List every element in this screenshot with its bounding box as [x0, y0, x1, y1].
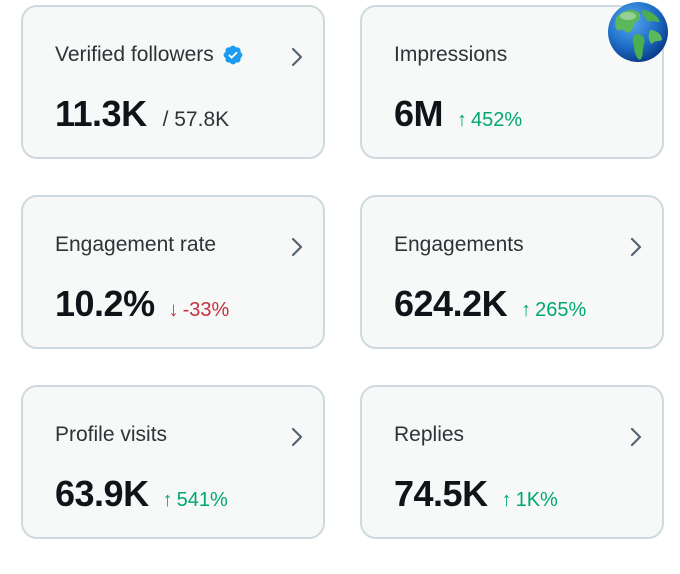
- card-title-text: Verified followers: [55, 43, 214, 66]
- metric-delta-value: 1K%: [515, 489, 558, 511]
- card-title-text: Impressions: [394, 43, 508, 66]
- metric-value-row: 74.5K ↑ 1K%: [394, 473, 558, 515]
- metric-delta-value: 265%: [535, 299, 587, 321]
- metric-value: 63.9K: [55, 473, 149, 514]
- metric-total: / 57.8K: [162, 108, 230, 131]
- card-title: Impressions: [394, 43, 507, 67]
- metric-card-verified-followers[interactable]: Verified followers 11.3K / 57.8K: [21, 5, 325, 159]
- chevron-right-icon[interactable]: [628, 425, 644, 449]
- card-title: Engagements: [394, 233, 524, 257]
- chevron-right-icon[interactable]: [289, 45, 305, 69]
- card-title: Replies: [394, 423, 464, 447]
- card-title-text: Engagements: [394, 233, 524, 256]
- metric-card-replies[interactable]: Replies 74.5K ↑ 1K%: [360, 385, 664, 539]
- metric-delta: ↑ 452%: [457, 109, 522, 132]
- arrow-down-icon: ↓: [168, 299, 179, 321]
- metric-delta: ↑ 265%: [521, 299, 586, 322]
- metric-value: 6M: [394, 93, 444, 134]
- metric-value-row: 63.9K ↑ 541%: [55, 473, 228, 515]
- metric-delta: ↓ -33%: [169, 299, 230, 322]
- card-title: Profile visits: [55, 423, 167, 447]
- metric-card-profile-visits[interactable]: Profile visits 63.9K ↑ 541%: [21, 385, 325, 539]
- chevron-right-icon[interactable]: [289, 425, 305, 449]
- arrow-up-icon: ↑: [457, 109, 468, 131]
- arrow-up-icon: ↑: [521, 299, 532, 321]
- chevron-right-icon[interactable]: [628, 235, 644, 259]
- card-title-text: Profile visits: [55, 423, 168, 446]
- metric-value-row: 624.2K ↑ 265%: [394, 283, 586, 325]
- verified-badge-icon: [223, 45, 243, 65]
- metric-value: 624.2K: [394, 283, 508, 324]
- metric-value: 10.2%: [55, 283, 155, 324]
- metric-delta-value: -33%: [182, 299, 230, 321]
- metric-value-row: 6M ↑ 452%: [394, 93, 522, 135]
- metric-card-engagement-rate[interactable]: Engagement rate 10.2% ↓ -33%: [21, 195, 325, 349]
- metric-value-row: 10.2% ↓ -33%: [55, 283, 229, 325]
- metric-delta: ↑ 1K%: [502, 489, 558, 512]
- globe-emoji-icon: [608, 2, 668, 62]
- card-title: Engagement rate: [55, 233, 216, 257]
- arrow-up-icon: ↑: [501, 489, 512, 511]
- metric-delta-value: 452%: [471, 109, 523, 131]
- metric-value: 74.5K: [394, 473, 488, 514]
- card-title: Verified followers: [55, 43, 244, 67]
- metric-value: 11.3K: [55, 93, 147, 134]
- metric-value-row: 11.3K / 57.8K: [55, 93, 229, 135]
- metric-delta: ↑ 541%: [163, 489, 228, 512]
- arrow-up-icon: ↑: [162, 489, 173, 511]
- metric-delta-value: 541%: [176, 489, 228, 511]
- card-title-text: Replies: [394, 423, 465, 446]
- card-title-text: Engagement rate: [55, 233, 217, 256]
- chevron-right-icon[interactable]: [289, 235, 305, 259]
- metric-card-engagements[interactable]: Engagements 624.2K ↑ 265%: [360, 195, 664, 349]
